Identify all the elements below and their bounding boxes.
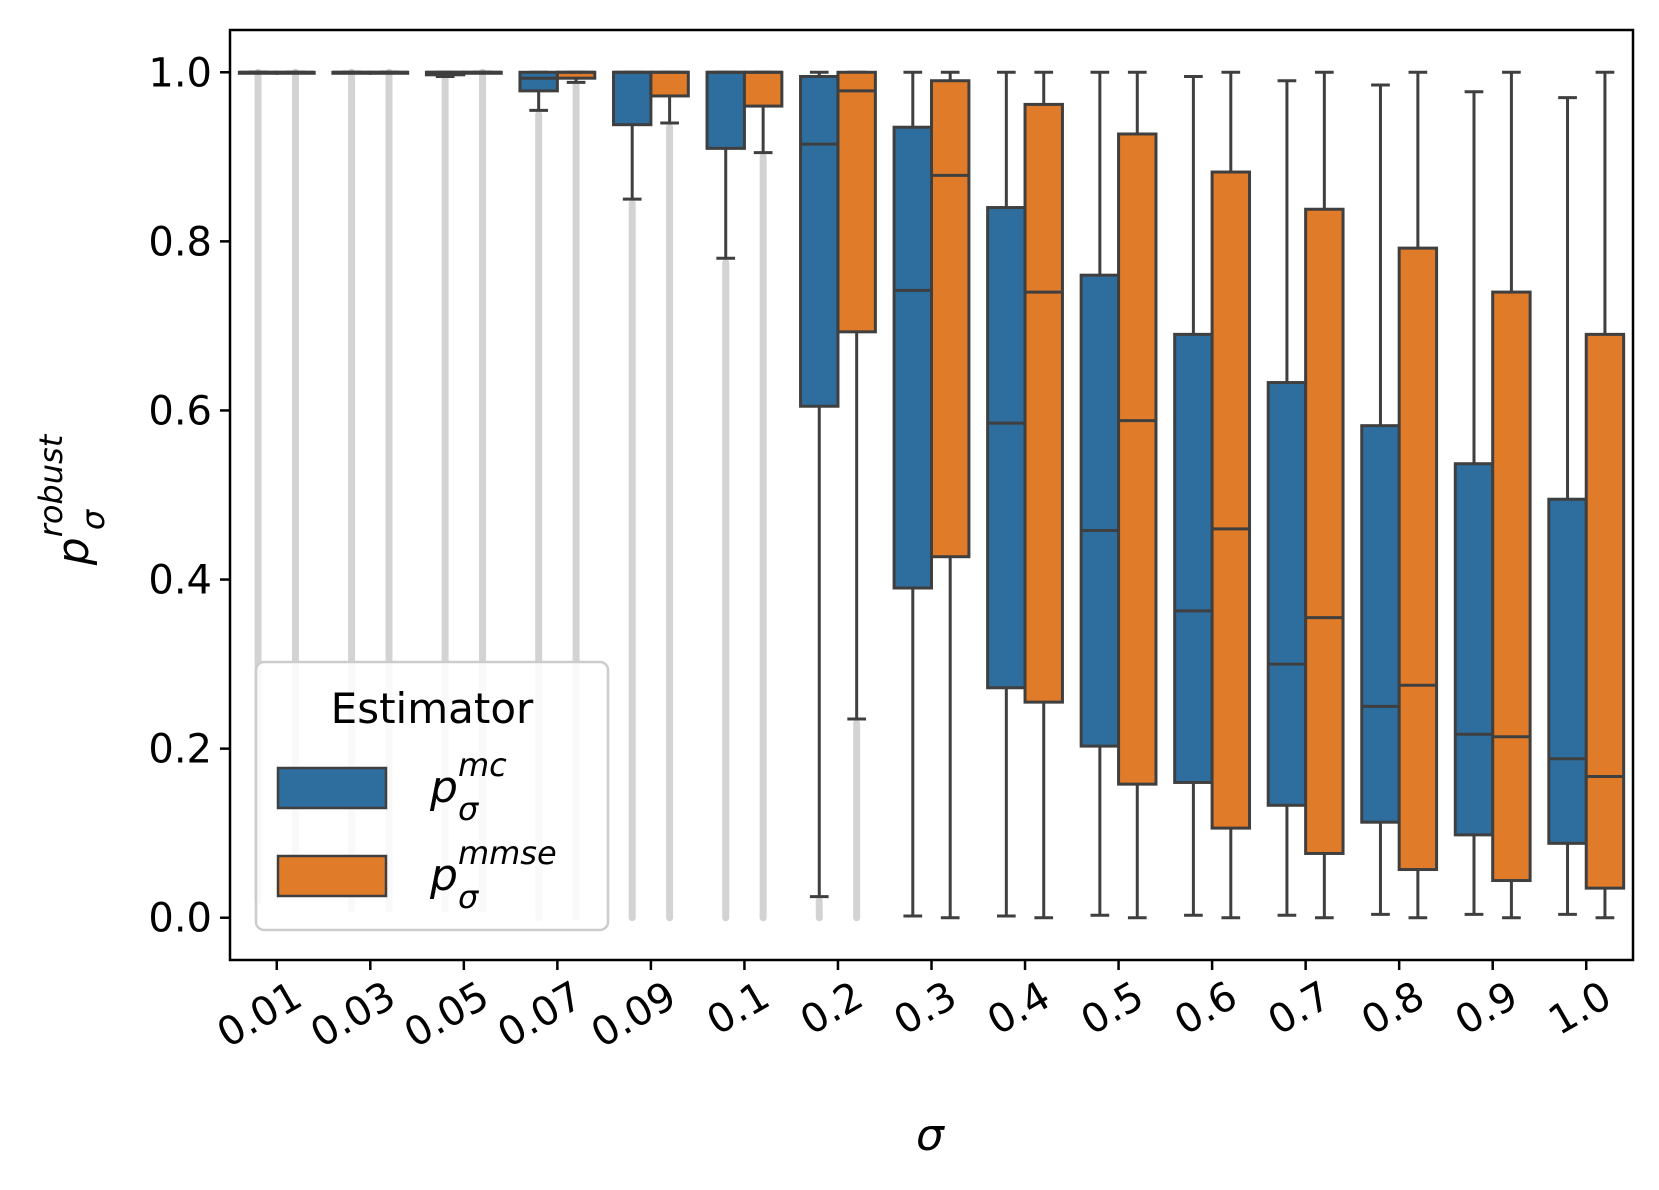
box-mc-0.4 [986, 70, 1027, 918]
x-tick-label: 0.05 [397, 973, 497, 1057]
iqr-box [518, 70, 559, 93]
x-tick-label: 0.07 [490, 973, 590, 1057]
x-axis-label: σ [916, 1110, 945, 1161]
box-mmse-0.1 [742, 70, 784, 922]
x-tick-label: 0.4 [980, 973, 1058, 1045]
box-mmse-0.4 [1023, 70, 1064, 920]
x-tick-label: 0.7 [1261, 973, 1339, 1045]
box-mc-0.3 [892, 70, 934, 918]
iqr-box [1491, 290, 1532, 883]
y-tick-label: 1.0 [148, 50, 212, 96]
iqr-box [1266, 381, 1308, 807]
box-mmse-0.7 [1304, 70, 1345, 920]
box-mmse-0.2 [836, 70, 877, 922]
y-label-base: p [48, 537, 99, 566]
x-tick-label: 0.09 [584, 973, 684, 1057]
x-tick-label: 0.5 [1073, 973, 1151, 1045]
legend-mc-sup: mc [458, 746, 507, 784]
x-tick-label: 0.1 [699, 973, 777, 1045]
iqr-box [1360, 424, 1401, 824]
x-tick-label: 0.2 [793, 973, 871, 1045]
box-mc-0.1 [705, 70, 746, 922]
iqr-box [1173, 332, 1214, 784]
y-tick-label: 0.2 [148, 727, 212, 773]
iqr-box [611, 70, 653, 127]
box-mmse-0.5 [1117, 70, 1158, 920]
x-tick-label: 0.03 [303, 973, 403, 1057]
iqr-box [799, 75, 840, 408]
iqr-box [1023, 102, 1064, 704]
legend-swatch-mc [276, 766, 388, 810]
iqr-box [705, 70, 746, 150]
box-mc-0.8 [1360, 83, 1401, 916]
iqr-box [1079, 273, 1121, 748]
box-mmse-0.6 [1210, 70, 1252, 920]
iqr-box [1453, 462, 1495, 837]
box-mmse-0.3 [930, 70, 971, 920]
y-tick-label: 0.6 [148, 388, 212, 434]
legend-swatch-mmse [276, 854, 388, 898]
legend-mc-sub: σ [458, 790, 480, 828]
y-tick-label: 0.0 [148, 896, 212, 942]
y-tick-label: 0.8 [148, 219, 212, 265]
x-tick-label: 0.01 [210, 973, 310, 1057]
iqr-box [1210, 170, 1252, 830]
plot-area [237, 68, 1626, 922]
iqr-box [892, 125, 934, 590]
iqr-box [742, 70, 784, 108]
box-mmse-0.9 [1491, 70, 1532, 920]
box-mc-0.6 [1173, 75, 1214, 917]
box-mmse-1.0 [1584, 70, 1626, 920]
iqr-box [836, 70, 877, 334]
box-mc-0.9 [1453, 90, 1495, 916]
box-mc-1.0 [1547, 96, 1588, 916]
iqr-box [649, 70, 690, 98]
legend-title: Estimator [331, 684, 534, 733]
legend-mmse-sub: σ [458, 878, 480, 916]
box-mmse-0.8 [1397, 70, 1439, 920]
y-tick-label: 0.4 [148, 558, 212, 604]
iqr-box [1584, 332, 1626, 890]
iqr-box [1397, 246, 1439, 872]
iqr-box [930, 79, 971, 559]
y-axis-label: probust σ [32, 433, 112, 566]
box-mmse-0.09 [649, 70, 690, 922]
box-mc-0.2 [799, 70, 840, 922]
svg-text:probust: probust [32, 433, 99, 566]
iqr-box [1304, 207, 1345, 855]
box-mc-0.5 [1079, 70, 1121, 917]
x-tick-label: 0.8 [1354, 973, 1432, 1045]
iqr-box [986, 206, 1027, 690]
x-tick-label: 0.9 [1448, 973, 1526, 1045]
y-label-sup: robust [32, 433, 70, 537]
x-tick-label: 0.6 [1167, 973, 1245, 1045]
legend: Estimator pmc σ pmmse σ [254, 660, 610, 932]
box-mc-0.09 [611, 70, 653, 922]
legend-label-mc: pmc [429, 746, 507, 813]
legend-mmse-base: p [429, 850, 458, 901]
x-tick-label: 0.3 [886, 973, 964, 1045]
legend-mc-base: p [429, 762, 458, 813]
iqr-box [1117, 132, 1158, 786]
legend-mmse-sup: mmse [458, 834, 557, 872]
x-tick-label: 1.0 [1541, 973, 1619, 1045]
legend-label-mmse: pmmse [429, 834, 557, 901]
axes: 0.00.20.40.60.81.00.010.030.050.070.09 0.… [148, 28, 1635, 1057]
y-label-sub: σ [74, 508, 112, 530]
iqr-box [1547, 497, 1588, 845]
box-mc-0.7 [1266, 79, 1308, 917]
